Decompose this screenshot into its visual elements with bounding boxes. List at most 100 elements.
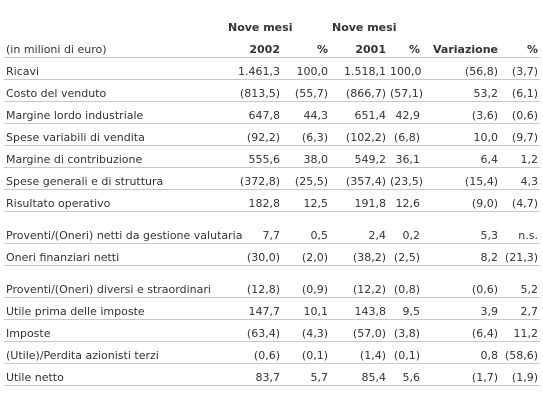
pct-variation-header: % xyxy=(526,43,538,56)
percent-2002: (4,3) xyxy=(282,319,330,342)
table-row: Proventi/(Oneri) diversi e straordinari(… xyxy=(4,265,540,298)
row-label: Utile netto xyxy=(4,363,226,386)
variation-value: (56,8) xyxy=(422,57,500,80)
year-2001-header: 2001 xyxy=(355,43,386,56)
percent-2001: (2,5) xyxy=(388,243,422,266)
value-2001: 191,8 xyxy=(330,189,388,212)
value-2001: (12,2) xyxy=(330,265,388,298)
variation-value: (1,7) xyxy=(422,363,500,386)
variation-value: (0,6) xyxy=(422,265,500,298)
value-2001: (102,2) xyxy=(330,123,388,146)
variation-percent: 2,7 xyxy=(500,297,540,320)
percent-2001: (0,1) xyxy=(388,341,422,364)
table-row: Margine di contribuzione 555,6 38,0 549,2 36… xyxy=(4,145,540,168)
variation-percent: (4,7) xyxy=(500,189,540,212)
value-2002: 147,7 xyxy=(226,297,282,320)
value-2001: (866,7) xyxy=(330,79,388,102)
period-header-row: Nove mesi Nove mesi xyxy=(4,3,540,35)
percent-2001: 5,6 xyxy=(388,363,422,386)
row-label: Imposte xyxy=(4,319,226,342)
value-2002: (63,4) xyxy=(226,319,282,342)
variation-value: (3,6) xyxy=(422,101,500,124)
table-row: Risultato operativo 182,8 12,5 191,8 12,6 (9,… xyxy=(4,189,540,212)
percent-2002: (6,3) xyxy=(282,123,330,146)
variation-percent: 11,2 xyxy=(500,319,540,342)
income-statement-table: Nove mesi Nove mesi (in milioni di euro)… xyxy=(4,3,540,386)
value-2002: 555,6 xyxy=(226,145,282,168)
variation-value: (6,4) xyxy=(422,319,500,342)
value-2002: (30,0) xyxy=(226,243,282,266)
percent-2001: (3,8) xyxy=(388,319,422,342)
variation-value: 6,4 xyxy=(422,145,500,168)
value-2001: (57,0) xyxy=(330,319,388,342)
value-2001: (38,2) xyxy=(330,243,388,266)
variation-value: (15,4) xyxy=(422,167,500,190)
value-2001: 651,4 xyxy=(330,101,388,124)
percent-2001: 9,5 xyxy=(388,297,422,320)
value-2002: 647,8 xyxy=(226,101,282,124)
value-2001: (357,4) xyxy=(330,167,388,190)
variation-percent: (6,1) xyxy=(500,79,540,102)
pct-2002-header: % xyxy=(316,43,328,56)
value-2001: 1.518,1 xyxy=(330,57,388,80)
variation-percent: 1,2 xyxy=(500,145,540,168)
percent-2002: (55,7) xyxy=(282,79,330,102)
percent-2002: 100,0 xyxy=(282,57,330,80)
table-body: Nove mesi Nove mesi (in milioni di euro)… xyxy=(4,3,540,386)
percent-2001: (0,8) xyxy=(388,265,422,298)
pct-2001-header: % xyxy=(408,43,420,56)
period-2001-label: Nove mesi xyxy=(332,21,397,34)
empty-header-cell xyxy=(4,3,226,35)
row-label: Risultato operativo xyxy=(4,189,226,212)
value-2002: 7,7 xyxy=(226,211,282,244)
variation-value: 10,0 xyxy=(422,123,500,146)
value-2002: 83,7 xyxy=(226,363,282,386)
row-label: Spese variabili di vendita xyxy=(4,123,226,146)
value-2002: (813,5) xyxy=(226,79,282,102)
year-2002-header: 2002 xyxy=(249,43,280,56)
row-label: Margine di contribuzione xyxy=(4,145,226,168)
row-label: Oneri finanziari netti xyxy=(4,243,226,266)
row-label: Spese generali e di struttura xyxy=(4,167,226,190)
variation-percent: 5,2 xyxy=(500,265,540,298)
row-label: Utile prima delle imposte xyxy=(4,297,226,320)
table-row: Utile netto 83,7 5,7 85,4 5,6 (1,7) (1,9) xyxy=(4,363,540,386)
variation-value: 53,2 xyxy=(422,79,500,102)
percent-2001: 42,9 xyxy=(388,101,422,124)
variation-percent: (9,7) xyxy=(500,123,540,146)
table-row: Proventi/(Oneri) netti da gestione valut… xyxy=(4,211,540,244)
percent-2002: (25,5) xyxy=(282,167,330,190)
column-header-row: (in milioni di euro) 2002 % 2001 % Varia… xyxy=(4,35,540,58)
variation-percent: 4,3 xyxy=(500,167,540,190)
percent-2001: (6,8) xyxy=(388,123,422,146)
value-2001: 2,4 xyxy=(330,211,388,244)
table-row: Costo del venduto (813,5) (55,7) (866,7) (57… xyxy=(4,79,540,102)
row-label: Margine lordo industriale xyxy=(4,101,226,124)
variation-value: 0,8 xyxy=(422,341,500,364)
period-2002-label: Nove mesi xyxy=(228,21,293,34)
percent-2001: 100,0 xyxy=(388,57,422,80)
percent-2001: 0,2 xyxy=(388,211,422,244)
variation-percent: (0,6) xyxy=(500,101,540,124)
value-2002: (92,2) xyxy=(226,123,282,146)
value-2002: 182,8 xyxy=(226,189,282,212)
percent-2002: (0,1) xyxy=(282,341,330,364)
table-row: Oneri finanziari netti (30,0) (2,0) (38,2)(… xyxy=(4,243,540,266)
percent-2002: 10,1 xyxy=(282,297,330,320)
percent-2001: 36,1 xyxy=(388,145,422,168)
variation-value: 5,3 xyxy=(422,211,500,244)
table-row: Margine lordo industriale 647,8 44,3 651,4 4… xyxy=(4,101,540,124)
percent-2002: 12,5 xyxy=(282,189,330,212)
table-row: Spese variabili di vendita (92,2) (6,3) (10… xyxy=(4,123,540,146)
row-label: Proventi/(Oneri) netti da gestione valut… xyxy=(4,211,242,244)
table-row: Spese generali e di struttura (372,8) (25,… xyxy=(4,167,540,190)
variation-value: (9,0) xyxy=(422,189,500,212)
variation-percent: (21,3) xyxy=(500,243,540,266)
empty-header-cell xyxy=(422,3,500,35)
table-row: Ricavi 1.461,3 100,0 1.518,1 100,0 (56,8) (3,7… xyxy=(4,57,540,80)
variation-value: 3,9 xyxy=(422,297,500,320)
percent-2001: 12,6 xyxy=(388,189,422,212)
percent-2002: 44,3 xyxy=(282,101,330,124)
percent-2001: (57,1) xyxy=(388,79,423,102)
table-row: (Utile)/Perdita azionisti terzi (0,6) (0,1… xyxy=(4,341,540,364)
